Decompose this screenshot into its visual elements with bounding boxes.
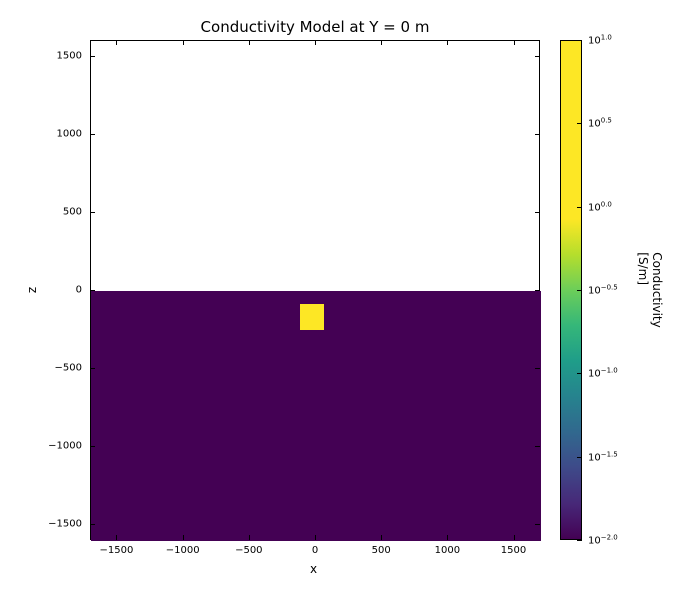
x-tick-mark (315, 40, 316, 45)
plot-axes (90, 40, 540, 540)
x-tick-mark (315, 535, 316, 540)
colorbar-tick-label: 10−2.0 (588, 533, 618, 546)
x-tick-mark (447, 535, 448, 540)
x-tick-mark (116, 535, 117, 540)
x-tick-mark (514, 535, 515, 540)
y-tick-mark (90, 290, 95, 291)
colorbar-label: Conductivity [S/m] (636, 252, 664, 327)
y-tick-mark (90, 56, 95, 57)
x-tick-label: 0 (312, 545, 318, 556)
y-tick-mark (535, 56, 540, 57)
x-tick-mark (381, 535, 382, 540)
y-tick-mark (535, 134, 540, 135)
y-tick-mark (535, 524, 540, 525)
x-tick-mark (183, 535, 184, 540)
y-axis-label: z (25, 287, 39, 293)
y-tick-label: 0 (42, 285, 82, 296)
colorbar-tick-label: 10−1.5 (588, 450, 618, 463)
y-tick-label: −1000 (42, 441, 82, 452)
colorbar-tick-mark (577, 457, 582, 458)
conductivity-figure: Conductivity Model at Y = 0 m −1500 −1000… (0, 0, 700, 600)
y-tick-label: 500 (42, 206, 82, 217)
x-tick-mark (249, 40, 250, 45)
y-tick-label: 1000 (42, 128, 82, 139)
colorbar-tick-mark (577, 373, 582, 374)
y-tick-label: 1500 (42, 50, 82, 61)
y-tick-mark (535, 446, 540, 447)
x-tick-label: −1000 (166, 545, 200, 556)
y-tick-mark (535, 368, 540, 369)
x-tick-mark (116, 40, 117, 45)
colorbar-tick-mark (577, 40, 582, 41)
x-tick-mark (514, 40, 515, 45)
x-tick-mark (381, 40, 382, 45)
plot-region (91, 41, 541, 541)
colorbar-tick-mark (577, 290, 582, 291)
y-tick-mark (90, 446, 95, 447)
x-axis-label: x (310, 562, 317, 576)
y-tick-label: −1500 (42, 519, 82, 530)
y-tick-label: −500 (42, 363, 82, 374)
colorbar-tick-label: 101.0 (588, 33, 612, 46)
colorbar-tick-label: 100.5 (588, 117, 612, 130)
x-tick-label: −500 (235, 545, 262, 556)
anomaly-region (300, 304, 324, 331)
y-tick-mark (90, 524, 95, 525)
x-tick-mark (447, 40, 448, 45)
x-tick-label: 1000 (435, 545, 460, 556)
y-tick-mark (535, 212, 540, 213)
plot-title: Conductivity Model at Y = 0 m (90, 18, 540, 36)
y-tick-mark (90, 212, 95, 213)
y-tick-mark (90, 134, 95, 135)
colorbar-tick-mark (577, 207, 582, 208)
x-tick-mark (183, 40, 184, 45)
y-tick-mark (535, 290, 540, 291)
colorbar-tick-mark (577, 540, 582, 541)
colorbar-tick-label: 10−1.0 (588, 367, 618, 380)
x-tick-label: −1500 (100, 545, 134, 556)
x-tick-label: 1500 (501, 545, 526, 556)
colorbar-tick-label: 10−0.5 (588, 283, 618, 296)
y-tick-mark (90, 368, 95, 369)
x-tick-mark (249, 535, 250, 540)
colorbar-tick-label: 100.0 (588, 200, 612, 213)
colorbar-tick-mark (577, 123, 582, 124)
x-tick-label: 500 (372, 545, 391, 556)
